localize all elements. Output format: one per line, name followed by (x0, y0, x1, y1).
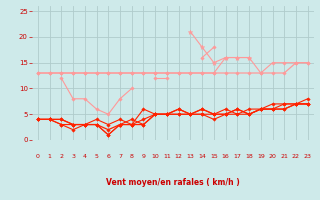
X-axis label: Vent moyen/en rafales ( km/h ): Vent moyen/en rafales ( km/h ) (106, 178, 240, 187)
